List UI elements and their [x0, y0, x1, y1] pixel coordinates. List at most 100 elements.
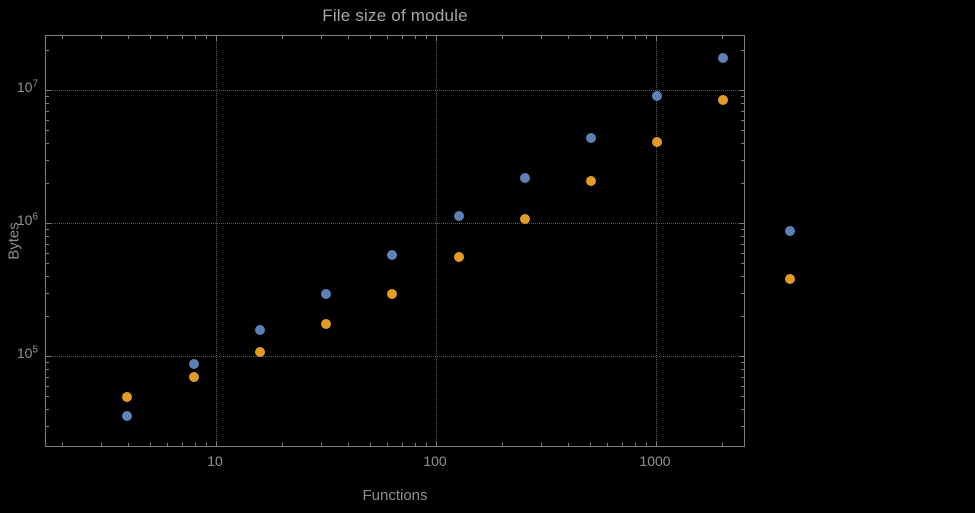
x-tick-mark: [320, 443, 322, 446]
y-tick-mark-right: [741, 362, 744, 364]
y-tick-mark-right: [739, 90, 744, 91]
data-point-series-1: [784, 226, 795, 237]
x-tick-mark-top: [128, 36, 130, 39]
x-tick-mark-top: [645, 36, 647, 39]
x-tick-mark-top: [205, 36, 207, 39]
y-tick-label: 107: [16, 78, 38, 95]
y-tick-label: 106: [16, 211, 38, 228]
y-tick-mark: [46, 223, 51, 224]
data-point-series-2: [188, 372, 199, 383]
x-tick-mark: [414, 443, 416, 446]
x-tick-mark-top: [540, 36, 542, 39]
y-tick-mark: [46, 275, 49, 277]
y-tick-mark: [46, 243, 49, 245]
y-tick-mark-right: [741, 142, 744, 144]
data-point-series-1: [122, 410, 133, 421]
x-tick-mark: [181, 443, 183, 446]
x-tick-mark: [722, 443, 724, 446]
data-point-series-2: [321, 319, 332, 330]
x-tick-mark-top: [634, 36, 636, 39]
y-tick-mark-right: [741, 252, 744, 254]
plot-frame: [45, 35, 745, 447]
x-tick-mark-top: [149, 36, 151, 39]
data-point-series-1: [718, 53, 729, 64]
data-point-series-2: [586, 175, 597, 186]
y-tick-mark: [46, 96, 49, 98]
x-tick-mark-top: [348, 36, 350, 39]
x-tick-mark: [205, 443, 207, 446]
gridline-vertical: [216, 36, 217, 446]
y-tick-mark: [46, 385, 49, 387]
x-tick-label: 10: [207, 453, 223, 469]
x-tick-mark: [216, 441, 217, 446]
y-tick-mark: [46, 292, 49, 294]
data-point-series-1: [188, 359, 199, 370]
y-tick-mark-right: [741, 235, 744, 237]
y-tick-mark-right: [739, 223, 744, 224]
y-tick-mark-right: [741, 263, 744, 265]
y-tick-mark-right: [739, 356, 744, 357]
data-point-series-2: [784, 274, 795, 285]
y-tick-mark: [46, 159, 49, 161]
y-tick-mark-right: [741, 243, 744, 245]
x-tick-mark-top: [62, 36, 64, 39]
y-tick-mark-right: [741, 119, 744, 121]
y-tick-mark-right: [741, 408, 744, 410]
y-tick-mark: [46, 229, 49, 231]
y-tick-mark-right: [741, 368, 744, 370]
x-tick-mark: [100, 443, 102, 446]
chart-title: File size of module: [322, 6, 468, 25]
y-tick-mark: [46, 408, 49, 410]
y-tick-mark-right: [741, 182, 744, 184]
y-tick-mark-right: [741, 292, 744, 294]
y-tick-mark: [46, 90, 51, 91]
x-tick-label: 100: [423, 453, 447, 469]
x-tick-mark: [425, 443, 427, 446]
x-tick-mark: [401, 443, 403, 446]
y-tick-mark-right: [741, 315, 744, 317]
y-tick-mark-right: [741, 96, 744, 98]
x-tick-mark-top: [369, 36, 371, 39]
y-tick-mark-right: [741, 385, 744, 387]
x-tick-mark: [436, 441, 437, 446]
y-tick-mark-right: [741, 275, 744, 277]
x-tick-mark: [369, 443, 371, 446]
data-point-series-1: [652, 91, 663, 102]
data-point-series-2: [519, 214, 530, 225]
x-tick-mark: [656, 441, 657, 446]
y-tick-mark: [46, 315, 49, 317]
y-tick-mark: [46, 396, 49, 398]
y-tick-mark-right: [741, 102, 744, 104]
x-tick-mark: [607, 443, 609, 446]
x-tick-mark: [540, 443, 542, 446]
y-tick-mark: [46, 425, 49, 427]
y-tick-mark-right: [741, 229, 744, 231]
y-tick-mark-right: [741, 376, 744, 378]
x-tick-mark: [387, 443, 389, 446]
y-tick-mark: [46, 142, 49, 144]
x-tick-label: 1000: [639, 453, 671, 469]
gridline-horizontal: [46, 356, 744, 357]
x-tick-mark-top: [621, 36, 623, 39]
y-tick-mark-right: [741, 396, 744, 398]
x-tick-mark: [282, 443, 284, 446]
y-tick-mark: [46, 102, 49, 104]
y-tick-mark-right: [741, 425, 744, 427]
x-tick-mark-top: [436, 36, 437, 41]
y-tick-mark-right: [741, 49, 744, 51]
x-tick-mark-top: [656, 36, 657, 41]
x-tick-mark-top: [502, 36, 504, 39]
x-tick-mark-top: [181, 36, 183, 39]
y-tick-mark: [46, 368, 49, 370]
x-tick-mark-top: [401, 36, 403, 39]
data-point-series-2: [122, 392, 133, 403]
data-point-series-1: [519, 172, 530, 183]
x-tick-mark-top: [216, 36, 217, 41]
data-point-series-2: [652, 136, 663, 147]
y-tick-mark: [46, 376, 49, 378]
data-point-series-2: [387, 288, 398, 299]
gridline-vertical: [436, 36, 437, 446]
x-tick-mark-top: [100, 36, 102, 39]
y-tick-mark: [46, 356, 51, 357]
x-tick-mark-top: [167, 36, 169, 39]
